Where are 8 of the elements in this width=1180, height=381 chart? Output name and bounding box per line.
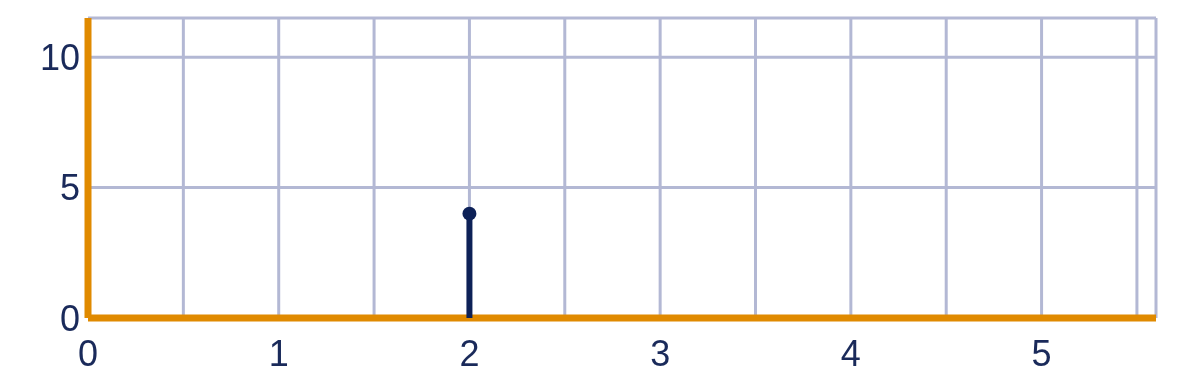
y-tick-label: 0 xyxy=(59,297,80,339)
x-tick-label: 3 xyxy=(650,332,671,374)
x-tick-label: 5 xyxy=(1031,332,1052,374)
x-tick-label: 4 xyxy=(840,332,861,374)
y-tick-label: 5 xyxy=(59,167,80,209)
y-tick-label: 10 xyxy=(39,36,80,78)
x-tick-label: 2 xyxy=(459,332,480,374)
x-tick-label: 1 xyxy=(268,332,289,374)
